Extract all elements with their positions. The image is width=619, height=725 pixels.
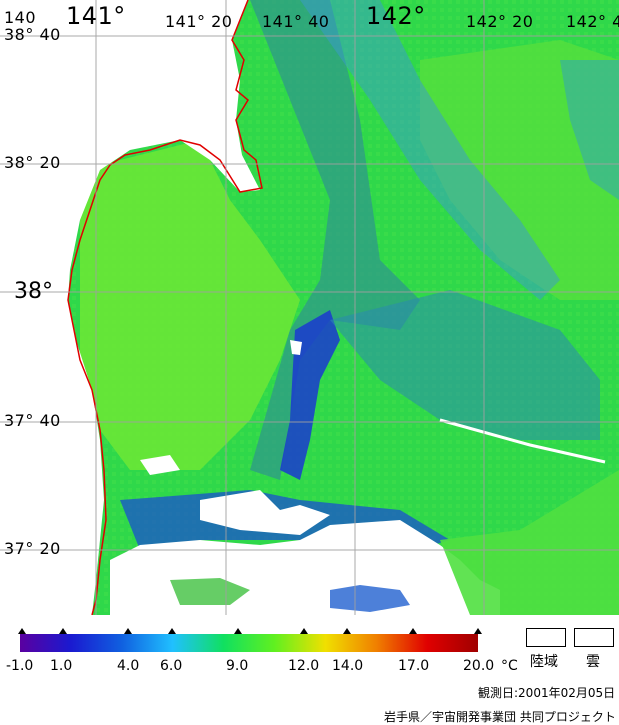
lat-label-38: 38° (14, 279, 53, 304)
lat-label-38-20: 38° 20 (4, 153, 61, 172)
cloud-patch-2 (140, 455, 180, 475)
credit-line: 岩手県／宇宙開発事業団 共同プロジェクト (384, 710, 616, 724)
warm-zone (80, 140, 300, 470)
lon-label-142: 142° (366, 2, 426, 30)
cool-east-stripe (300, 0, 560, 300)
tick-marker (343, 628, 351, 634)
cloud-label: 雲 (586, 654, 600, 670)
unit-label: °C (501, 658, 518, 674)
lon-label-142-20: 142° 20 (466, 12, 534, 31)
tick-marker (234, 628, 242, 634)
tick-marker (124, 628, 132, 634)
cool-east (560, 60, 619, 200)
tick-marker (409, 628, 417, 634)
cloud-patch-3 (290, 340, 302, 355)
tick-label: 1.0 (50, 658, 73, 674)
lon-label-142-40: 142° 4 (566, 12, 619, 31)
lat-label-37-20: 37° 20 (4, 539, 61, 558)
land-swatch (526, 628, 566, 647)
lat-label-37-40: 37° 40 (4, 411, 61, 430)
temperature-legend-bar (20, 634, 478, 652)
cool-band (330, 290, 600, 440)
tick-label: 4.0 (117, 658, 140, 674)
cloud-swatch (574, 628, 614, 647)
tick-marker (300, 628, 308, 634)
land-area (0, 0, 260, 615)
cool-blob (330, 585, 410, 612)
tick-label: -1.0 (6, 658, 34, 674)
tick-label: 6.0 (160, 658, 183, 674)
tick-label: 9.0 (226, 658, 249, 674)
tick-label: 12.0 (288, 658, 320, 674)
observation-date: 観測日:2001年02月05日 (478, 686, 616, 700)
tick-marker (168, 628, 176, 634)
tick-label: 20.0 (463, 658, 495, 674)
graticule (0, 0, 619, 615)
coastline (67, 0, 263, 615)
tick-marker (18, 628, 26, 634)
warm-southeast (440, 470, 619, 615)
tick-marker (59, 628, 67, 634)
cloud-patch (200, 490, 330, 535)
front-line (439, 418, 606, 464)
cool-streak (250, 0, 420, 480)
lat-label-38-40: 38° 40 (4, 25, 61, 44)
lon-label-141-40: 141° 40 (262, 12, 330, 31)
warm-blob (170, 578, 250, 605)
tick-label: 14.0 (332, 658, 364, 674)
lon-label-141: 141° (66, 2, 126, 30)
tick-marker (474, 628, 482, 634)
land-label: 陸域 (530, 654, 558, 670)
sst-map (0, 0, 619, 615)
tick-label: 17.0 (398, 658, 430, 674)
lon-label-140: 140 (4, 8, 37, 27)
warm-zone-east (420, 40, 619, 300)
lon-label-141-20: 141° 20 (165, 12, 233, 31)
